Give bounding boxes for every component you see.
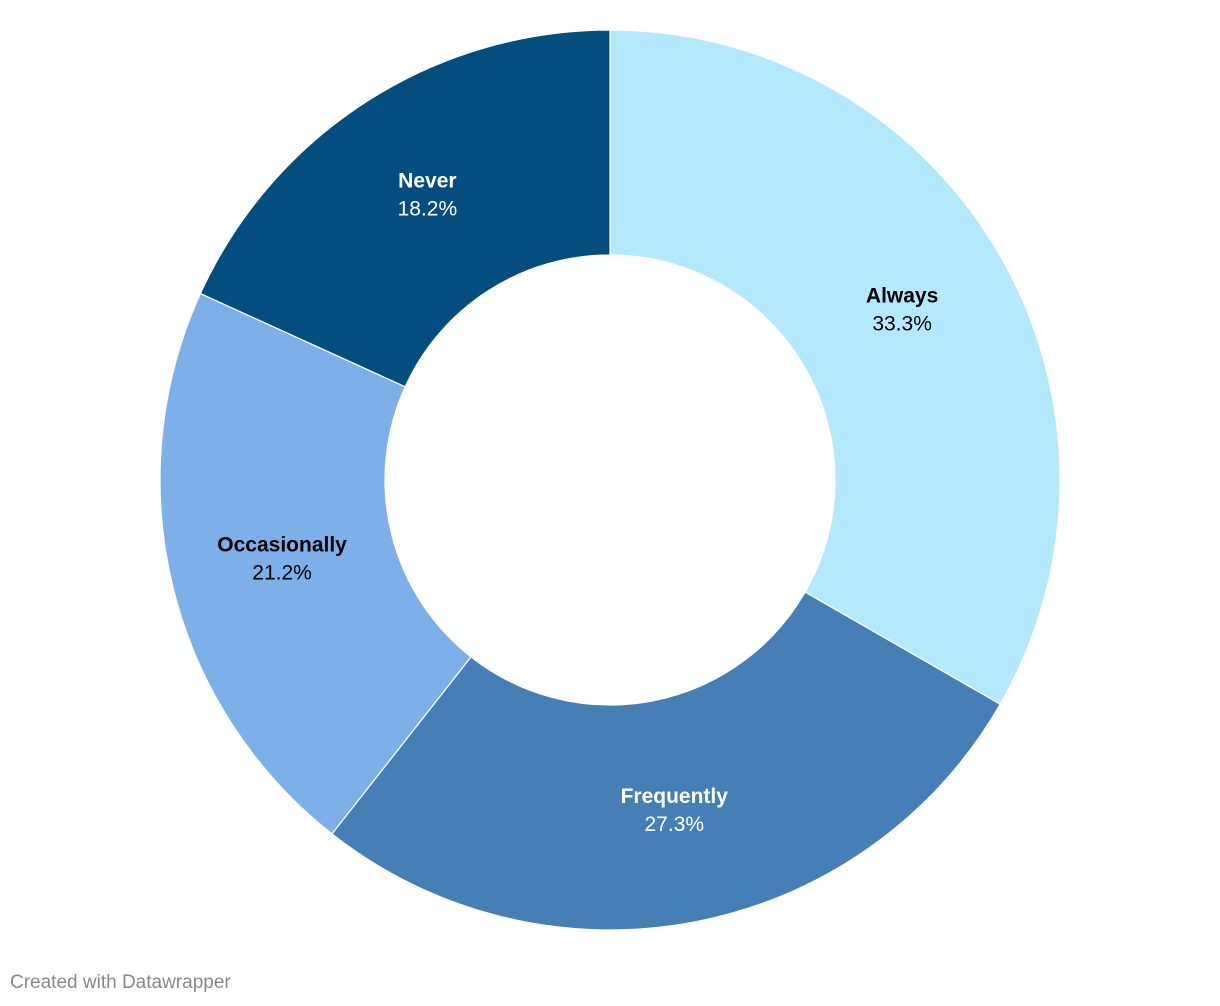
donut-slice <box>331 591 1001 931</box>
slice-label: Frequently <box>621 785 729 808</box>
slice-label: Always <box>866 284 938 307</box>
donut-slice <box>159 292 472 835</box>
credit: Created with Datawrapper <box>10 972 231 993</box>
slice-label: Occasionally <box>217 533 347 556</box>
slice-value: 21.2% <box>252 561 312 584</box>
slice-value: 18.2% <box>398 198 458 221</box>
slice-value: 27.3% <box>645 813 705 836</box>
donut-slice <box>199 29 611 388</box>
slice-label: Never <box>398 170 456 193</box>
slice-value: 33.3% <box>872 312 932 335</box>
donut-slice <box>609 29 1061 706</box>
